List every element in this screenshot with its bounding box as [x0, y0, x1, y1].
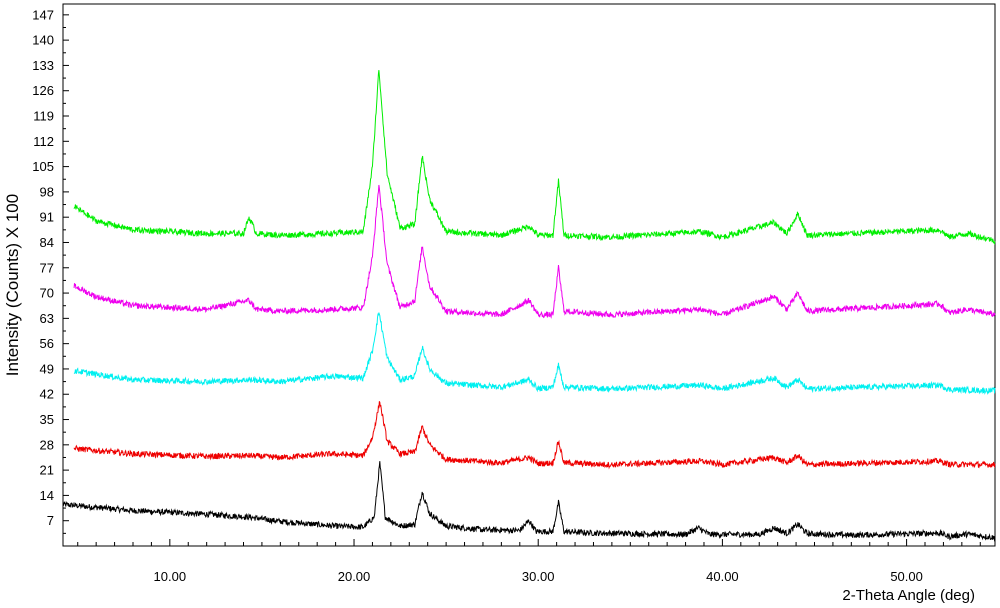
y-tick-label: 77 [40, 260, 54, 275]
y-tick-label: 56 [40, 336, 54, 351]
x-tick-label: 20.00 [338, 569, 371, 584]
series-line-1 [73, 401, 996, 470]
y-tick-label: 112 [33, 134, 54, 149]
x-axis-ticks: 10.00 20.00 30.00 40.00 50.00 [77, 539, 981, 584]
y-tick-label: 63 [40, 311, 54, 326]
series-line-4 [73, 70, 996, 246]
x-tick-label: 30.00 [522, 569, 555, 584]
y-tick-label: 28 [40, 437, 54, 452]
y-tick-label: 119 [33, 109, 54, 124]
y-tick-label: 105 [32, 159, 54, 174]
series-layer [62, 70, 996, 542]
y-tick-label: 133 [32, 58, 54, 73]
y-axis-title: Intensity (Counts) X 100 [3, 194, 22, 376]
y-tick-label: 21 [40, 463, 54, 478]
y-tick-label: 14 [40, 488, 54, 503]
y-tick-label: 70 [40, 286, 54, 301]
x-axis-title: 2-Theta Angle (deg) [842, 587, 975, 604]
y-tick-label: 84 [40, 235, 54, 250]
x-tick-label: 50.00 [890, 569, 923, 584]
y-tick-label: 49 [40, 361, 54, 376]
y-tick-label: 98 [40, 184, 54, 199]
y-tick-label: 7 [47, 513, 54, 528]
y-tick-label: 42 [40, 387, 54, 402]
plot-frame [62, 3, 996, 547]
y-axis-ticks: 7 14 21 28 35 42 49 56 63 70 77 84 91 98 105 112 119 126 1… [32, 7, 69, 534]
y-tick-label: 147 [32, 7, 54, 22]
y-tick-label: 35 [40, 412, 54, 427]
y-tick-label: 126 [32, 83, 54, 98]
series-line-2 [73, 312, 996, 395]
x-tick-label: 40.00 [706, 569, 739, 584]
y-tick-label: 91 [40, 210, 54, 225]
y-tick-label: 140 [32, 33, 54, 48]
x-tick-label: 10.00 [154, 569, 187, 584]
series-line-0 [62, 461, 996, 542]
series-line-3 [73, 184, 996, 319]
